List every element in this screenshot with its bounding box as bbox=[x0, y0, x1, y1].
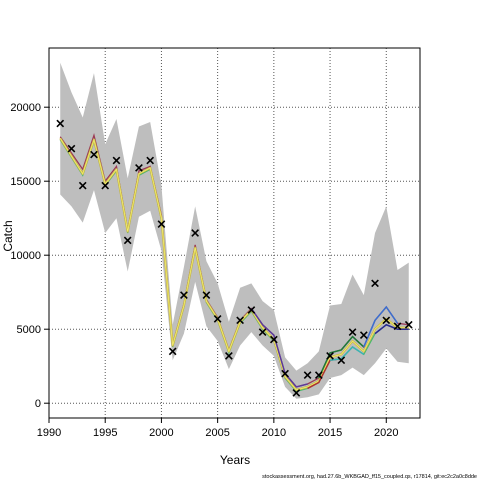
x-axis-title: Years bbox=[220, 453, 250, 467]
observed-point bbox=[56, 119, 65, 128]
observed-point bbox=[225, 351, 233, 360]
observed-point bbox=[135, 164, 143, 172]
y-tick-label: 15000 bbox=[10, 176, 41, 188]
x-tick-label: 2020 bbox=[374, 427, 398, 439]
observed-point bbox=[326, 351, 334, 360]
estimate-line-segment bbox=[363, 305, 399, 348]
observed-point bbox=[213, 314, 222, 323]
x-tick-label: 1990 bbox=[37, 427, 61, 439]
observed-point bbox=[191, 229, 200, 237]
observed-point bbox=[123, 236, 132, 245]
estimate-line-highlight bbox=[59, 138, 409, 391]
observed-point bbox=[393, 322, 402, 331]
observed-point bbox=[359, 331, 368, 339]
confidence-band bbox=[60, 62, 409, 399]
observed-point bbox=[101, 181, 110, 190]
observed-point bbox=[78, 181, 87, 190]
observed-point bbox=[258, 328, 267, 337]
observed-point bbox=[281, 369, 289, 378]
y-tick-label: 0 bbox=[35, 398, 41, 410]
y-tick-label: 10000 bbox=[10, 250, 41, 262]
observed-point bbox=[146, 156, 155, 165]
footer-note: stockassessment.org, had.27.6b_WKBGAD_ff… bbox=[262, 474, 477, 480]
y-tick-label: 20000 bbox=[10, 102, 41, 114]
x-tick-label: 1995 bbox=[93, 427, 117, 439]
observed-point bbox=[269, 335, 278, 344]
plot-frame bbox=[48, 47, 421, 419]
observed-point bbox=[90, 150, 98, 159]
observed-point bbox=[157, 220, 166, 228]
observed-point bbox=[303, 371, 312, 379]
x-tick-label: 2000 bbox=[149, 427, 173, 439]
observed-point bbox=[202, 291, 211, 300]
x-axis: 1990 1995 2000 2005 2010 2015 2020 bbox=[37, 418, 399, 439]
observed-point bbox=[168, 347, 177, 356]
x-tick-label: 2010 bbox=[262, 427, 286, 439]
x-tick-label: 2015 bbox=[318, 427, 342, 439]
estimate-lines bbox=[59, 132, 409, 393]
observed-point bbox=[112, 156, 121, 165]
observed-point bbox=[180, 291, 188, 300]
y-axis-title: Catch bbox=[1, 220, 15, 251]
observed-point bbox=[314, 371, 323, 379]
estimate-line-segment bbox=[329, 345, 365, 362]
estimate-line-segment bbox=[374, 323, 409, 335]
observed-point bbox=[236, 316, 244, 325]
observed-point bbox=[292, 388, 301, 397]
observed-point bbox=[404, 320, 413, 329]
observed-points bbox=[56, 119, 413, 397]
observed-point bbox=[371, 279, 379, 288]
y-axis: 0 5000 10000 15000 20000 bbox=[10, 102, 49, 410]
estimate-line-segment bbox=[318, 335, 365, 379]
x-tick-label: 2005 bbox=[205, 427, 229, 439]
y-tick-label: 5000 bbox=[17, 324, 41, 336]
observed-point bbox=[247, 306, 256, 314]
observed-point bbox=[337, 356, 346, 365]
estimate-line-segment bbox=[250, 308, 308, 388]
observed-point bbox=[382, 316, 391, 325]
observed-point bbox=[348, 328, 357, 337]
observed-point bbox=[67, 144, 76, 153]
